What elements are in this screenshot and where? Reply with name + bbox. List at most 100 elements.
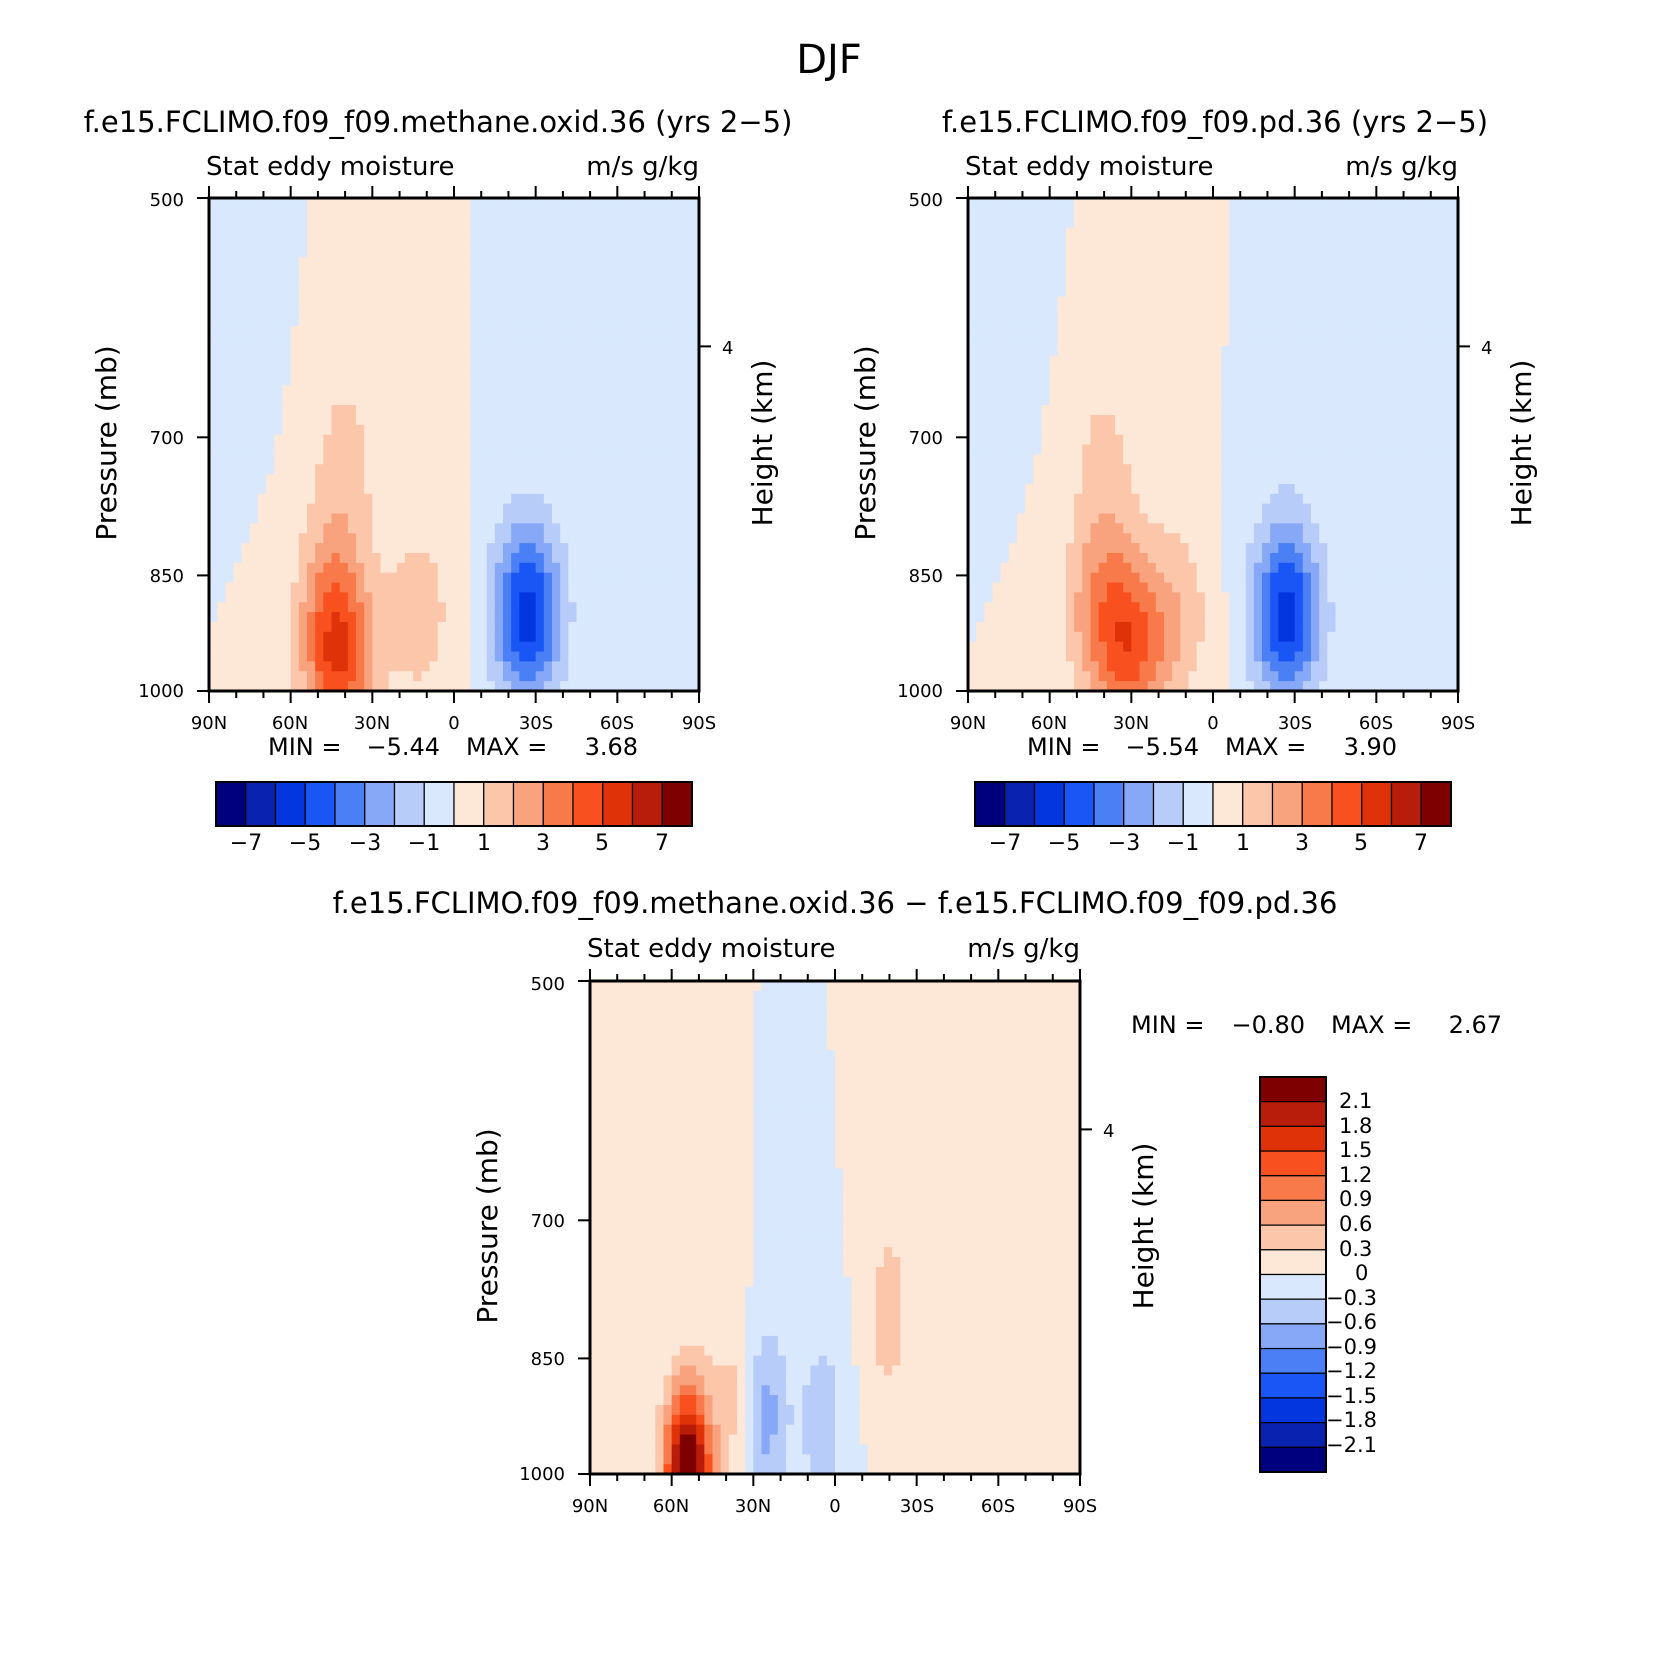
field-cell [1066,434,1075,446]
field-cell [405,602,414,613]
field-cell [1376,227,1386,239]
field-cell [1229,503,1239,515]
field-cell [298,395,308,406]
panel-right: f.e15.FCLIMO.f09_f09.pd.36 (yrs 2−5) Sta… [849,105,1538,856]
field-cell [339,267,349,278]
field-cell [290,296,300,308]
field-cell [601,572,610,584]
field-cell [633,424,643,436]
field-cell [690,464,700,475]
field-cell [1449,286,1459,298]
field-cell [674,464,684,475]
field-cell [1155,336,1165,347]
field-cell [225,444,235,455]
field-cell [323,641,333,653]
field-cell [519,227,529,239]
field-cell [1204,257,1214,268]
field-cell [1384,424,1394,436]
field-cell [380,257,390,268]
field-cell [1384,493,1394,505]
field-cell [323,612,333,623]
field-cell [584,375,594,386]
field-cell [984,345,994,357]
field-cell [1286,444,1296,455]
field-cell [217,276,226,288]
field-cell [1041,434,1051,446]
field-cell [225,276,235,288]
field-cell [462,365,471,377]
field-cell [1196,385,1206,396]
field-cell [674,414,684,426]
field-cell [209,681,218,692]
field-cell [462,306,471,317]
field-cell [592,385,602,396]
field-cell [1400,454,1410,465]
field-cell [584,247,594,258]
field-cell [1433,296,1443,308]
field-cell [641,217,651,229]
field-cell [592,276,602,288]
field-cell [641,247,651,258]
field-cell [1033,483,1043,495]
field-cell [388,483,398,495]
field-cell [462,375,471,386]
field-cell [633,631,643,643]
field-cell [1131,217,1141,229]
field-cell [1204,217,1214,229]
field-cell [445,316,455,327]
panel-left-cbar-label: −1 [408,831,440,856]
field-cell [372,572,382,584]
field-cell [282,681,292,692]
field-cell [1400,306,1410,317]
field-cell [266,375,275,386]
field-cell [356,414,365,426]
field-cell [519,414,529,426]
field-cell [1270,207,1279,219]
field-cell [584,286,594,298]
field-cell [576,641,586,653]
field-cell [1360,454,1369,465]
field-cell [1196,296,1206,308]
field-cell [388,661,398,672]
field-cell [1090,296,1100,308]
field-cell [1319,424,1328,436]
field-cell [478,375,488,386]
field-cell [209,562,218,574]
field-cell [274,198,284,209]
field-cell [543,247,553,258]
field-cell [552,572,561,584]
field-cell [666,543,676,554]
field-cell [1229,247,1239,258]
field-cell [494,237,504,248]
field-cell [478,434,488,446]
field-cell [494,533,504,544]
field-cell [388,513,398,524]
field-cell [584,306,594,317]
field-cell [396,612,406,623]
field-cell [1033,385,1043,396]
field-cell [315,257,324,268]
field-cell [478,405,488,416]
field-cell [429,671,439,682]
field-cell [641,641,651,653]
field-cell [1229,198,1239,209]
field-cell [1237,227,1247,239]
field-cell [1319,198,1328,209]
field-cell [1131,257,1141,268]
field-cell [209,444,218,455]
field-cell [1360,444,1369,455]
field-cell [429,424,439,436]
field-cell [568,602,578,613]
field-cell [323,602,333,613]
field-cell [568,651,578,663]
field-cell [364,503,373,515]
field-cell [976,414,985,426]
field-cell [429,395,439,406]
field-cell [1049,355,1059,367]
field-cell [576,217,586,229]
field-cell [625,345,635,357]
field-cell [356,237,365,248]
field-cell [976,434,985,446]
field-cell [1286,395,1296,406]
field-cell [1425,296,1435,308]
